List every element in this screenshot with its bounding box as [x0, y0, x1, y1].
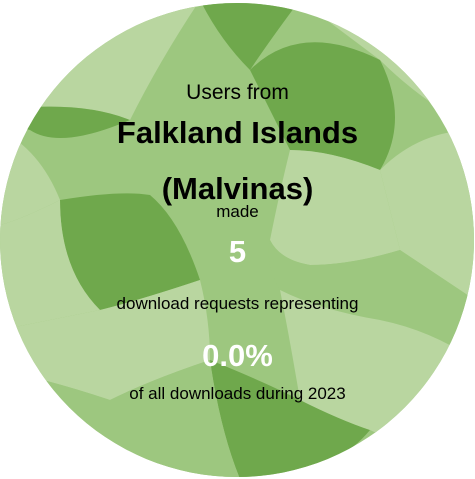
- mosaic-tile: [380, 130, 474, 300]
- mosaic-tile: [0, 280, 210, 400]
- mosaic-tile: [0, 200, 100, 330]
- users-from-label: Users from: [186, 81, 289, 104]
- download-count: 5: [228, 234, 247, 269]
- mosaic-tile: [268, 240, 474, 360]
- mosaic-tile: [250, 42, 395, 170]
- mosaic-tile: [60, 193, 200, 310]
- mosaic-tile: [270, 150, 400, 265]
- period-label: of all downloads during 2023: [129, 384, 346, 403]
- country-name-line1: Falkland Islands: [116, 115, 359, 150]
- made-label: made: [216, 202, 259, 221]
- mosaic-tile: [210, 360, 370, 477]
- mosaic-tile: [200, 3, 300, 70]
- download-percentage: 0.0%: [202, 338, 273, 373]
- country-name-line2: (Malvinas): [161, 171, 314, 206]
- requests-label: download requests representing: [116, 294, 359, 313]
